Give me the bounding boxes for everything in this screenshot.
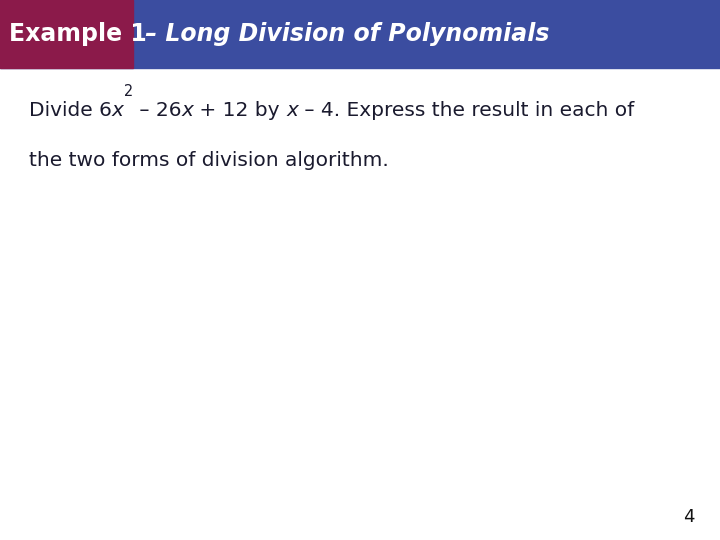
Text: x: x [112,101,124,120]
Text: x: x [181,101,193,120]
Text: x: x [286,101,298,120]
Text: Divide 6: Divide 6 [29,101,112,120]
Text: Example 1: Example 1 [9,22,147,46]
Text: + 12 by: + 12 by [193,101,286,120]
Text: – 26: – 26 [132,101,181,120]
Text: – 4. Express the result in each of: – 4. Express the result in each of [298,101,634,120]
Text: 4: 4 [683,509,695,526]
Text: – Long Division of Polynomials: – Long Division of Polynomials [137,22,549,46]
Text: 2: 2 [124,84,132,99]
Text: the two forms of division algorithm.: the two forms of division algorithm. [29,151,389,170]
